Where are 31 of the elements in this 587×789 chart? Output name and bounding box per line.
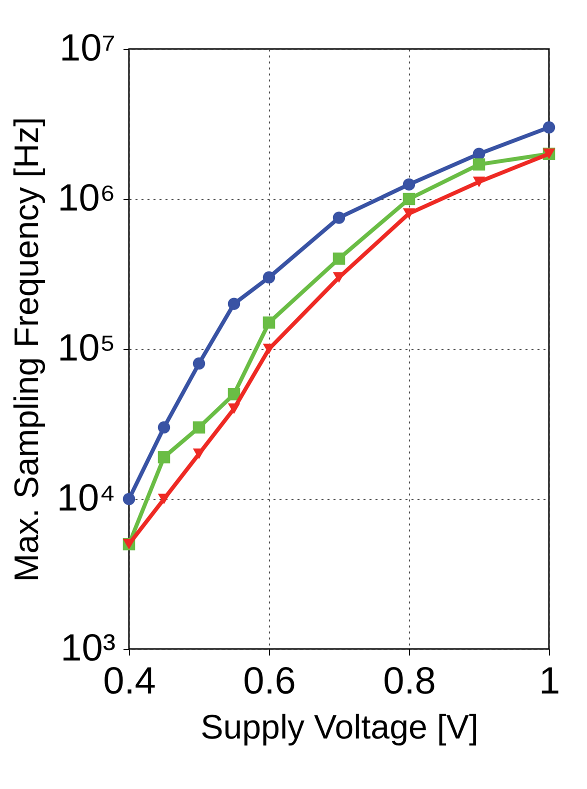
point bbox=[262, 316, 276, 329]
x-axis-title: Supply Voltage [V] bbox=[200, 708, 478, 746]
point bbox=[228, 388, 240, 400]
point bbox=[192, 357, 206, 370]
point bbox=[472, 176, 486, 188]
point bbox=[472, 148, 486, 160]
y-tick-label: 10⁵ bbox=[57, 328, 116, 370]
point bbox=[542, 121, 556, 134]
point bbox=[228, 403, 240, 414]
point bbox=[472, 158, 486, 171]
y-axis-title: Max. Sampling Frequency [Hz] bbox=[8, 117, 46, 582]
x-tick-label: 0.6 bbox=[243, 660, 296, 702]
point bbox=[332, 252, 346, 265]
point bbox=[402, 192, 416, 206]
point bbox=[158, 451, 170, 464]
y-tick-label: 10⁴ bbox=[56, 478, 116, 520]
point bbox=[122, 492, 136, 506]
x-tick-label: 0.8 bbox=[383, 660, 436, 702]
point bbox=[402, 208, 416, 219]
point bbox=[158, 494, 170, 504]
point bbox=[158, 421, 170, 434]
x-tick-label: 0.4 bbox=[103, 660, 156, 702]
point bbox=[192, 448, 206, 460]
point bbox=[192, 421, 206, 434]
point bbox=[332, 212, 346, 224]
y-tick-label: 10⁷ bbox=[59, 28, 116, 70]
x-tick-label: 1 bbox=[538, 660, 560, 702]
point bbox=[402, 178, 416, 191]
point bbox=[228, 298, 240, 310]
y-tick-label: 10⁶ bbox=[58, 178, 116, 220]
point bbox=[262, 271, 276, 284]
